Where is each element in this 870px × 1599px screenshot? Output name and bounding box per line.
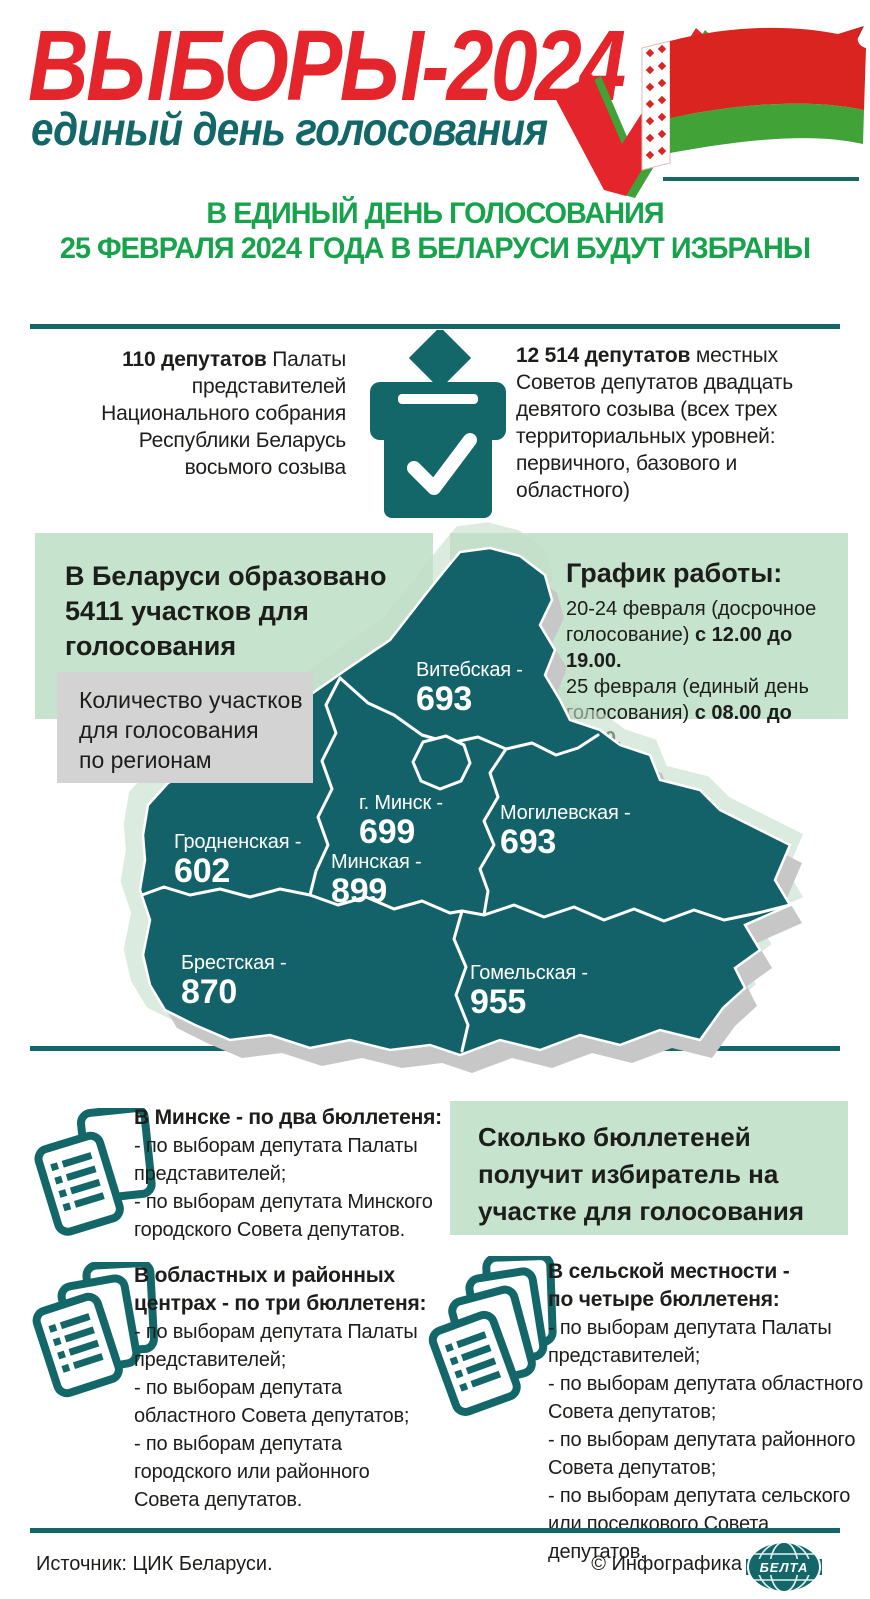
list-item: - по выборам депутата Минского городског… — [134, 1191, 433, 1241]
ballots-rural-block: В сельской местности - по четыре бюллете… — [548, 1258, 870, 1566]
region-label-gomel: Гомельская - 955 — [470, 962, 588, 1021]
four-ballots-icon — [428, 1256, 558, 1474]
map-caption: Количество участков для голосования по р… — [79, 687, 303, 773]
flag-underline — [663, 177, 859, 181]
map-minsk-city-shape — [411, 734, 472, 791]
credit-text: © Инфографика — [591, 1553, 742, 1575]
list-item: - по выборам депутата городского или рай… — [134, 1433, 370, 1511]
list-item: - по выборам депутата Палаты представите… — [134, 1321, 418, 1371]
ballots-rural-items: - по выборам депутата Палаты представите… — [548, 1314, 870, 1566]
ballots-district-title: В областных и районных центрах - по три … — [134, 1264, 427, 1315]
divider-top — [30, 324, 840, 329]
lead-line-2: 25 ФЕВРАЛЯ 2024 ГОДА В БЕЛАРУСИ БУДУТ ИЗ… — [59, 232, 811, 265]
page-subtitle: единый день голосования — [31, 103, 548, 155]
belarus-flag-icon — [641, 26, 866, 171]
belarus-map: Витебская - 693 г. Минск - 699 Могилевск… — [120, 522, 804, 1088]
region-label-minsk-city: г. Минск - 699 — [359, 792, 443, 851]
stations-formed-text: В Беларуси образовано 5411 участков для … — [65, 561, 387, 661]
region-label-brest: Брестская - 870 — [181, 952, 287, 1011]
page-title: ВЫБОРЫ-2024 — [28, 10, 626, 122]
schedule-text: 20-24 февраля (досрочное голосование) с … — [566, 598, 817, 750]
list-item: - по выборам депутата Палаты представите… — [548, 1317, 832, 1367]
ballots-minsk-items: - по выборам депутата Палаты представите… — [134, 1132, 464, 1244]
list-item: - по выборам депутата областного Совета … — [134, 1377, 410, 1427]
region-label-mogilev: Могилевская - 693 — [500, 802, 631, 861]
ballots-district-items: - по выборам депутата Палаты представите… — [134, 1318, 464, 1514]
map-caption-box: Количество участков для голосования по р… — [57, 672, 313, 783]
ballots-minsk-title: В Минске - по два бюллетеня: — [134, 1106, 442, 1129]
lead-line-1: В ЕДИНЫЙ ДЕНЬ ГОЛОСОВАНИЯ — [206, 197, 664, 230]
ballots-rural-title: В сельской местности - по четыре бюллете… — [548, 1260, 790, 1311]
region-label-vitebsk: Витебская - 693 — [416, 659, 523, 718]
list-item: - по выборам депутата сельского или посе… — [548, 1485, 851, 1563]
local-seats-text: 12 514 депутатов местных Советов депутат… — [516, 344, 793, 502]
belarus-map-shape — [120, 522, 804, 1073]
divider-footer — [30, 1528, 840, 1533]
svg-text:БЕЛТА: БЕЛТА — [760, 1560, 809, 1575]
source-text: Источник: ЦИК Беларуси. — [36, 1553, 273, 1575]
ballots-minsk-block: В Минске - по два бюллетеня: - по выбора… — [134, 1104, 464, 1244]
list-item: - по выборам депутата районного Совета д… — [548, 1429, 856, 1479]
schedule-title: График работы: — [566, 558, 783, 588]
ballot-box-icon — [370, 330, 506, 518]
ballots-district-block: В областных и районных центрах - по три … — [134, 1262, 464, 1514]
ballots-question-text: Сколько бюллетеней получит избиратель на… — [478, 1122, 805, 1226]
region-label-minsk: Минская - 899 — [331, 851, 422, 910]
list-item: - по выборам депутата областного Совета … — [548, 1373, 864, 1423]
map-region-borders — [140, 676, 792, 1053]
belta-logo: БЕЛТА — [746, 1541, 822, 1593]
house-seats-text: 110 депутатов Палаты представителей Наци… — [101, 348, 346, 479]
lead-heading: В ЕДИНЫЙ ДЕНЬ ГОЛОСОВАНИЯ 25 ФЕВРАЛЯ 202… — [17, 196, 852, 266]
region-label-grodno: Гродненская - 602 — [174, 831, 302, 890]
ballots-question-box: Сколько бюллетеней получит избиратель на… — [450, 1101, 848, 1235]
list-item: - по выборам депутата Палаты представите… — [134, 1135, 418, 1185]
